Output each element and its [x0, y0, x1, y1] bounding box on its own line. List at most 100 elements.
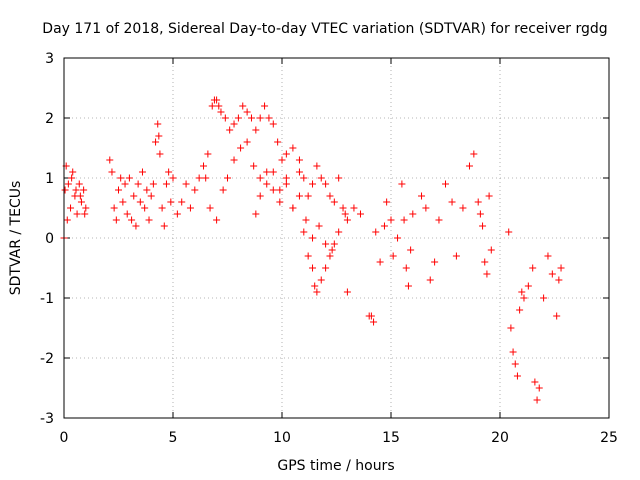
data-point [524, 282, 532, 290]
data-point [186, 204, 194, 212]
data-point [81, 210, 89, 218]
y-tick-label: -3 [40, 411, 54, 427]
data-point [304, 252, 312, 260]
data-point [80, 186, 88, 194]
x-tick-label: 5 [169, 430, 178, 446]
y-tick-label: -1 [40, 291, 54, 307]
data-point [195, 174, 203, 182]
data-point [315, 222, 323, 230]
data-point [513, 372, 521, 380]
data-point [128, 216, 136, 224]
data-point [237, 144, 245, 152]
data-point [328, 246, 336, 254]
data-point [376, 258, 384, 266]
data-point [505, 228, 513, 236]
data-point [67, 204, 75, 212]
data-point [394, 234, 402, 242]
data-point [138, 168, 146, 176]
data-point [295, 168, 303, 176]
data-point [326, 252, 334, 260]
data-point [278, 156, 286, 164]
data-point [295, 192, 303, 200]
data-point [387, 216, 395, 224]
data-point [191, 186, 199, 194]
data-point [465, 162, 473, 170]
data-point [300, 174, 308, 182]
data-point [335, 228, 343, 236]
data-point [442, 180, 449, 188]
data-points [60, 96, 565, 404]
data-point [206, 204, 214, 212]
data-point [452, 252, 460, 260]
data-point [269, 120, 277, 128]
data-point [535, 384, 543, 392]
data-point [261, 102, 269, 110]
data-point [76, 192, 84, 200]
data-point [557, 264, 565, 272]
data-point [448, 198, 456, 206]
data-point [269, 168, 277, 176]
data-point [202, 174, 210, 182]
data-point [256, 174, 264, 182]
y-axis-label: SDTVAR / TECUs [8, 181, 24, 296]
data-point [322, 264, 330, 272]
data-point [143, 186, 151, 194]
data-point [213, 96, 221, 104]
data-point [400, 216, 408, 224]
data-point [520, 294, 528, 302]
data-point [165, 168, 173, 176]
data-point [61, 186, 69, 194]
data-point [341, 210, 349, 218]
data-point [383, 198, 391, 206]
data-point [533, 396, 541, 404]
data-point [276, 186, 284, 194]
grid [64, 58, 609, 418]
data-point [481, 258, 489, 266]
data-point [372, 228, 380, 236]
data-point [553, 312, 561, 320]
x-axis-label: GPS time / hours [277, 458, 394, 474]
data-point [322, 240, 330, 248]
data-point [529, 264, 537, 272]
data-point [309, 234, 317, 242]
data-point [435, 216, 443, 224]
data-point [470, 150, 478, 158]
data-point [311, 282, 319, 290]
data-point [112, 216, 120, 224]
data-point [398, 180, 406, 188]
data-point [276, 198, 284, 206]
chart-title: Day 171 of 2018, Sidereal Day-to-day VTE… [42, 21, 607, 37]
data-point [204, 150, 212, 158]
data-point [119, 198, 127, 206]
data-point [72, 186, 80, 194]
data-point [215, 102, 223, 110]
data-point [252, 126, 260, 134]
data-point [313, 162, 321, 170]
data-point [145, 216, 153, 224]
data-point [256, 192, 264, 200]
data-point [409, 210, 417, 218]
data-point [106, 156, 114, 164]
data-point [263, 180, 271, 188]
data-point [234, 114, 242, 122]
plot-frame [63, 57, 610, 419]
data-point [548, 270, 556, 278]
data-point [110, 204, 118, 212]
data-point [149, 180, 157, 188]
data-point [82, 204, 90, 212]
data-point [69, 168, 77, 176]
data-point [269, 186, 277, 194]
data-point [426, 276, 434, 284]
data-point [167, 198, 175, 206]
data-point [380, 222, 388, 230]
data-point [555, 276, 563, 284]
data-point [200, 162, 208, 170]
data-point [75, 180, 83, 188]
data-point [479, 222, 487, 230]
data-point [370, 318, 378, 326]
data-point [141, 204, 149, 212]
data-point [418, 192, 426, 200]
data-point [476, 210, 484, 218]
data-point [130, 192, 138, 200]
